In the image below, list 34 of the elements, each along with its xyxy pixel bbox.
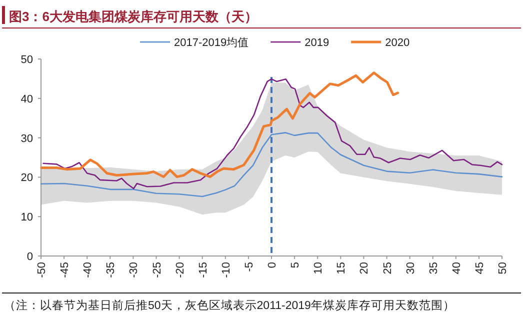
- x-tick-label: -5: [243, 262, 256, 272]
- y-tick-label: 50: [20, 54, 33, 66]
- chart-title: 图3：6大发电集团煤炭库存可用天数（天）: [9, 9, 258, 24]
- x-tick-label: 35: [428, 262, 440, 274]
- line-series: [40, 72, 400, 178]
- legend-label: 2019: [304, 37, 330, 49]
- x-tick-label: 5: [290, 262, 302, 268]
- x-tick-label: -25: [151, 262, 164, 278]
- x-tick-label: 25: [382, 262, 394, 274]
- x-tick-label: -15: [197, 262, 210, 278]
- legend-label: 2020: [385, 37, 410, 49]
- x-tick-label: -40: [82, 262, 94, 278]
- x-tick-label: -10: [220, 262, 232, 278]
- x-tick-label: -20: [174, 262, 186, 278]
- x-tick-label: 0: [266, 262, 278, 268]
- y-tick-label: 10: [20, 212, 33, 224]
- line-series: [40, 132, 503, 198]
- x-tick-label: -50: [36, 262, 48, 278]
- y-tick-label: 20: [20, 172, 33, 184]
- y-tick-label: 30: [20, 132, 33, 145]
- x-tick-label: -30: [128, 262, 140, 278]
- x-tick-label: -45: [59, 262, 72, 278]
- x-tick-label: 15: [336, 262, 348, 274]
- x-tick-label: 40: [450, 262, 463, 274]
- x-tick-label: 50: [497, 262, 509, 274]
- text: （注：以春节为基日前后推50天，灰色区域表示2011-2019年煤炭库存可用天数范围）: [4, 298, 455, 312]
- y-tick-label: 40: [20, 93, 33, 106]
- x-tick-label: 45: [474, 262, 486, 274]
- line-series: [42, 78, 503, 190]
- x-tick-label: 10: [312, 262, 325, 274]
- x-tick-label: -35: [105, 262, 118, 278]
- x-tick-label: 20: [358, 262, 371, 274]
- legend-label: 2017-2019均值: [174, 37, 249, 49]
- x-tick-label: 30: [404, 262, 417, 274]
